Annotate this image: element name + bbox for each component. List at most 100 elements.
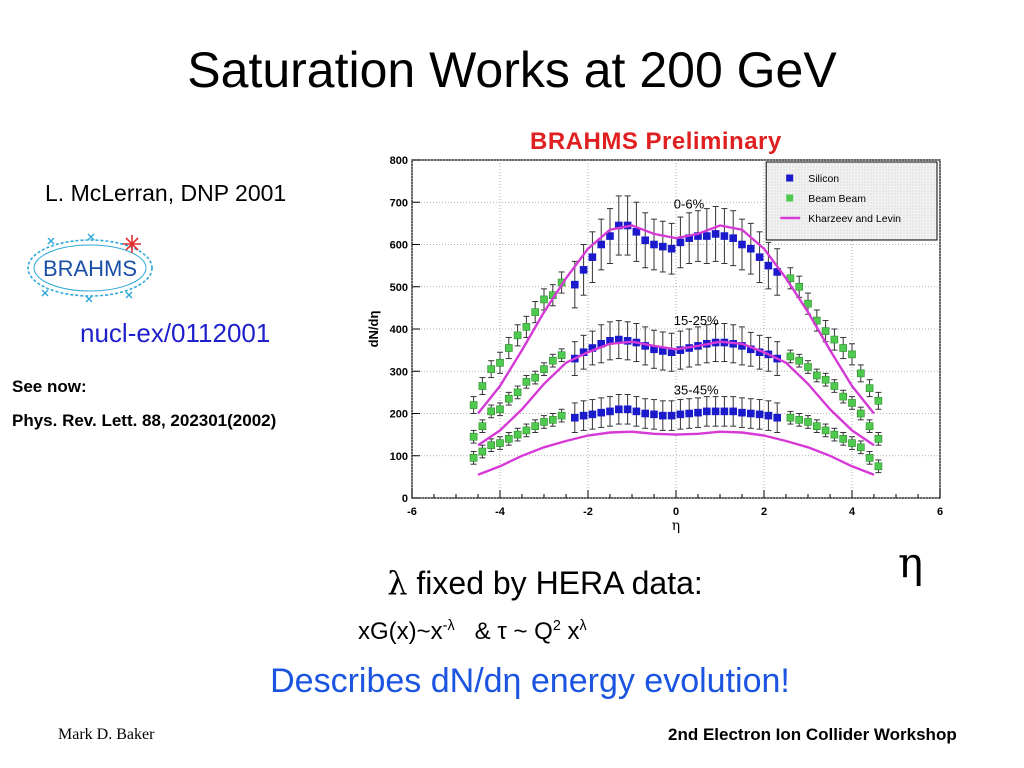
beambeam-point (865, 422, 874, 430)
beambeam-point (469, 454, 478, 462)
beambeam-point (496, 359, 504, 367)
beambeam-point (830, 430, 839, 439)
footer-author: Mark D. Baker (58, 726, 155, 743)
formula-part: & τ ~ Q (454, 618, 553, 645)
beambeam-point (839, 435, 848, 443)
beambeam-point (804, 299, 812, 308)
beambeam-point (795, 416, 804, 424)
formula-part: xG(x)~x (358, 618, 443, 645)
y-tick-label: 300 (390, 366, 408, 378)
beambeam-point (865, 454, 874, 462)
theory-curve (477, 430, 875, 476)
legend-label: Beam Beam (808, 193, 866, 205)
y-tick-label: 500 (390, 282, 408, 294)
silicon-point (623, 405, 632, 414)
beambeam-point (874, 435, 883, 443)
beambeam-point (513, 331, 522, 340)
beambeam-point (804, 418, 812, 426)
silicon-point (685, 409, 694, 418)
y-tick-label: 400 (390, 324, 408, 336)
beambeam-point (839, 344, 848, 352)
brahms-logo: BRAHMS (22, 228, 162, 306)
beambeam-point (496, 405, 504, 414)
y-axis-label: dN/dη (366, 311, 381, 348)
silicon-point (641, 236, 650, 245)
x-tick-label: 4 (849, 506, 856, 518)
eta-symbol: η (898, 538, 924, 587)
beambeam-point (522, 323, 531, 331)
legend-label: Kharzeev and Levin (808, 213, 901, 225)
beambeam-point (522, 378, 531, 386)
silicon-point (729, 407, 738, 416)
silicon-point (571, 413, 579, 422)
beambeam-point (786, 352, 795, 361)
silicon-point (641, 409, 650, 418)
centrality-label: 15-25% (674, 313, 719, 328)
centrality-label: 0-6% (674, 197, 705, 212)
beambeam-point (505, 344, 513, 352)
silicon-point (615, 405, 623, 414)
legend-marker (786, 174, 794, 182)
silicon-point (746, 244, 755, 253)
centrality-label: 35-45% (674, 382, 719, 397)
y-tick-label: 600 (390, 240, 408, 252)
beambeam-point (487, 407, 495, 416)
legend-label: Silicon (808, 173, 839, 185)
formula-sup: -λ (442, 618, 455, 634)
y-tick-label: 100 (390, 451, 408, 463)
legend-marker (786, 194, 794, 202)
silicon-point (606, 232, 614, 240)
beambeam-point (874, 397, 883, 405)
silicon-point (588, 410, 597, 419)
dndeta-chart: 0 100 200 300 400 500 600 700 800 -6 -4 -2 0 2 4 6 η dN/d… (366, 155, 943, 534)
silicon-point (571, 280, 579, 289)
silicon-point (650, 240, 658, 249)
beambeam-point (540, 418, 548, 426)
silicon-point (579, 266, 588, 274)
x-tick-label: -6 (407, 506, 417, 518)
arxiv-reference: nucl-ex/0112001 (80, 318, 271, 348)
describes-statement: Describes dN/dη energy evolution! (270, 662, 790, 700)
formula-part: x (560, 618, 580, 645)
silicon-point (738, 408, 746, 417)
x-tick-label: -2 (583, 506, 593, 518)
silicon-point (746, 409, 755, 418)
journal-reference: Phys. Rev. Lett. 88, 202301(2002) (12, 411, 277, 430)
beambeam-point (821, 375, 830, 384)
beambeam-point (522, 426, 531, 435)
beambeam-point (795, 282, 804, 291)
beambeam-point (531, 308, 539, 316)
beambeam-point (812, 371, 821, 380)
footer-workshop: 2nd Electron Ion Collider Workshop (668, 725, 957, 744)
beambeam-point (874, 462, 883, 471)
silicon-point (720, 232, 729, 240)
silicon-point (738, 240, 746, 249)
x-tick-label: -4 (495, 506, 506, 518)
beambeam-point (848, 350, 856, 359)
beambeam-point (848, 439, 856, 447)
beambeam-point (496, 439, 504, 447)
beambeam-point (487, 365, 495, 373)
silicon-point (702, 407, 711, 416)
silicon-point (676, 410, 685, 419)
y-tick-label: 800 (390, 155, 408, 167)
silicon-point (755, 410, 764, 419)
formula-sup: λ (579, 618, 587, 634)
silicon-point (658, 411, 667, 420)
silicon-point (588, 253, 597, 261)
silicon-point (694, 232, 702, 240)
silicon-point (667, 411, 676, 420)
beambeam-point (865, 384, 874, 392)
silicon-point (676, 238, 685, 247)
chart-banner: BRAHMS Preliminary (530, 128, 782, 155)
theory-curve (477, 340, 875, 447)
beambeam-point (856, 369, 865, 378)
beambeam-point (478, 382, 487, 390)
y-tick-label: 200 (390, 409, 408, 421)
silicon-point (711, 230, 720, 238)
silicon-point (764, 261, 773, 270)
beambeam-point (830, 335, 839, 344)
beambeam-point (839, 392, 848, 401)
beambeam-point (478, 422, 487, 430)
reference-text: L. McLerran, DNP 2001 (45, 180, 287, 206)
